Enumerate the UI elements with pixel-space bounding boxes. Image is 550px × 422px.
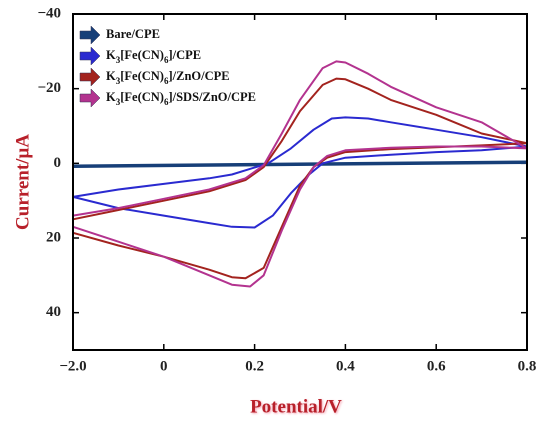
x-tick-label: 0 xyxy=(160,358,168,374)
legend-label: K3[Fe(CN)6]/ZnO/CPE xyxy=(106,69,230,86)
legend-arrow xyxy=(79,88,101,108)
legend-arrow xyxy=(79,46,101,66)
legend-label: K3[Fe(CN)6]/SDS/ZnO/CPE xyxy=(106,90,256,107)
legend-arrow xyxy=(79,67,101,87)
x-axis-title: Potential/V xyxy=(250,396,342,417)
legend-arrow xyxy=(79,25,101,45)
legend-label: Bare/CPE xyxy=(106,27,160,41)
y-tick-label: 0 xyxy=(54,155,62,171)
legend-label: K3[Fe(CN)6]/CPE xyxy=(106,48,201,65)
y-tick-label: −40 xyxy=(37,5,61,21)
x-tick-label: 0.6 xyxy=(427,358,446,374)
cv-curve xyxy=(72,116,528,229)
cv-curve xyxy=(72,160,528,169)
x-tick-label: 0.4 xyxy=(336,358,355,374)
plot-frame xyxy=(72,13,528,351)
x-tick-label: 0.8 xyxy=(518,358,537,374)
y-tick-label: 20 xyxy=(46,229,61,245)
y-tick-label: −20 xyxy=(37,80,61,96)
y-tick-label: 40 xyxy=(46,304,61,320)
x-tick-label: −2.0 xyxy=(59,358,86,374)
y-axis-title: Current/μA xyxy=(12,134,33,230)
x-tick-label: 0.2 xyxy=(245,358,264,374)
